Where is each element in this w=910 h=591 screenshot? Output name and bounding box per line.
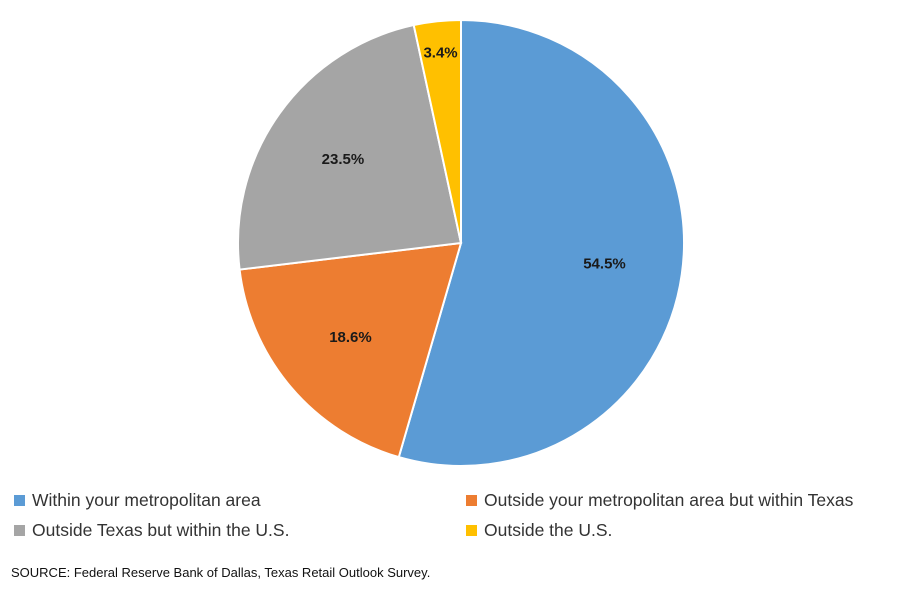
data-label: 18.6% — [329, 329, 372, 346]
data-label: 3.4% — [423, 44, 457, 61]
pie-slice-within-metro — [397, 18, 685, 467]
data-label: 23.5% — [322, 151, 365, 168]
legend-swatch — [466, 524, 477, 536]
data-label: 54.5% — [583, 255, 626, 272]
legend-item-outside-texas-within-us: Outside Texas but within the U.S. — [14, 518, 466, 542]
legend-swatch — [14, 494, 25, 506]
legend-label: Outside your metropolitan area but withi… — [484, 489, 854, 510]
legend-swatch — [14, 524, 25, 536]
legend: Within your metropolitan area Outside yo… — [14, 488, 904, 542]
source-note: SOURCE: Federal Reserve Bank of Dallas, … — [11, 565, 431, 580]
legend-item-outside-metro-within-texas: Outside your metropolitan area but withi… — [466, 488, 904, 512]
legend-label: Outside the U.S. — [484, 519, 613, 540]
legend-item-outside-us: Outside the U.S. — [466, 518, 904, 542]
pie-slice-outside-texas-within-us — [237, 23, 463, 271]
legend-label: Outside Texas but within the U.S. — [32, 519, 290, 540]
legend-label: Within your metropolitan area — [32, 489, 261, 510]
legend-swatch — [466, 494, 477, 506]
pie-chart: 54.5% 18.6% 23.5% 3.4% — [237, 18, 685, 467]
pie-slice-outside-us — [412, 18, 462, 244]
pie-slice-outside-metro-within-texas — [238, 241, 463, 459]
legend-item-within-metro: Within your metropolitan area — [14, 488, 466, 512]
